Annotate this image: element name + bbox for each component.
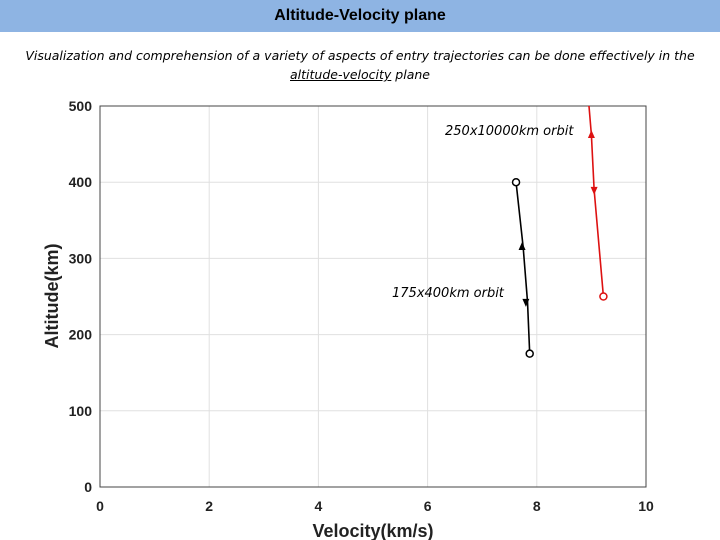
series-0-end-marker <box>525 349 534 358</box>
slide-subtitle: Visualization and comprehension of a var… <box>0 46 720 84</box>
series-line-1 <box>588 106 605 297</box>
slide-title: Altitude-Velocity plane <box>0 0 720 32</box>
y-tick-label-100: 100 <box>69 403 93 419</box>
series-layer <box>511 106 608 358</box>
x-tick-label-6: 6 <box>424 498 432 514</box>
subtitle-underlined-term: altitude-velocity <box>290 67 392 82</box>
x-tick-label-10: 10 <box>638 498 654 514</box>
x-axis-label: Velocity(km/s) <box>312 521 433 540</box>
subtitle-line-1: Visualization and comprehension of a var… <box>25 48 695 63</box>
series-1-arrow-up-0 <box>587 129 595 138</box>
y-tick-label-300: 300 <box>69 250 93 266</box>
series-0-start-marker <box>511 177 521 187</box>
subtitle-line-2-rest: plane <box>391 67 430 82</box>
series-0-arrow-up-0 <box>518 241 526 250</box>
series-1-end-marker <box>599 292 608 301</box>
series-1-arrow-down-1 <box>590 186 598 195</box>
annotation-250x10000km-orbit: 250x10000km orbit <box>445 124 574 139</box>
series-line-0 <box>515 182 531 354</box>
series-0-arrow-down-1 <box>522 298 530 307</box>
x-tick-label-8: 8 <box>533 498 541 514</box>
series-1-start-marker <box>586 106 591 107</box>
annotation-175x400km-orbit: 175x400km orbit <box>392 286 505 301</box>
y-tick-label-400: 400 <box>69 174 93 190</box>
y-tick-label-0: 0 <box>84 479 92 495</box>
grid <box>99 105 647 488</box>
y-tick-label-200: 200 <box>69 327 93 343</box>
x-tick-label-2: 2 <box>205 498 213 514</box>
subtitle-line-2: altitude-velocity plane <box>0 65 720 84</box>
plot-frame <box>99 105 647 488</box>
x-tick-label-4: 4 <box>315 498 323 514</box>
marker-layer <box>518 129 598 307</box>
y-axis-label: Altitude(km) <box>42 244 62 349</box>
x-tick-label-0: 0 <box>96 498 104 514</box>
y-tick-label-500: 500 <box>69 98 93 114</box>
